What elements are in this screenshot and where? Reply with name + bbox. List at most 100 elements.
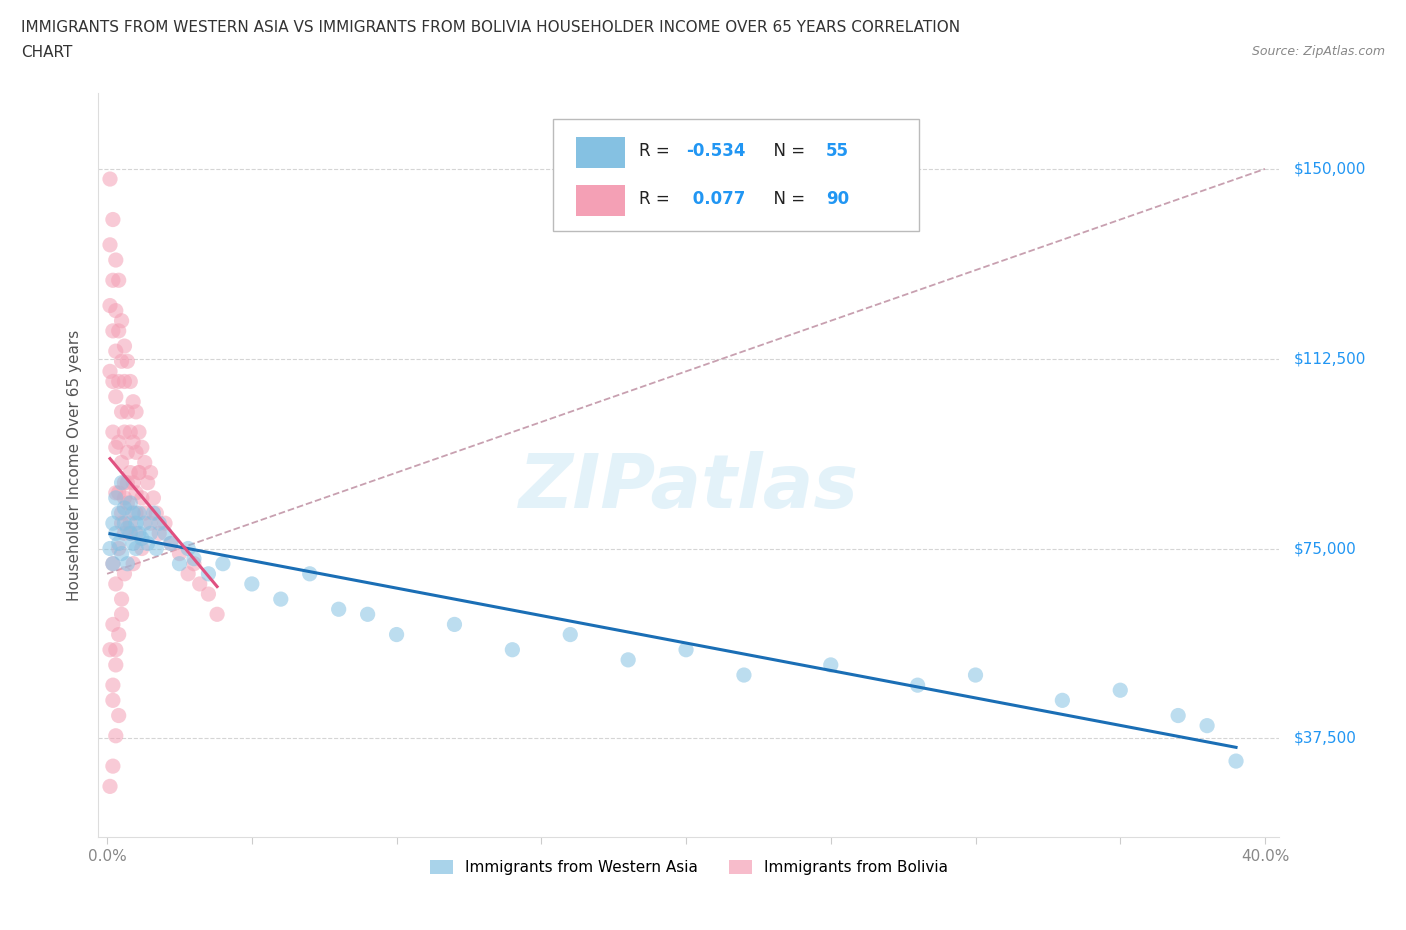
Point xyxy=(148,516,170,531)
Point xyxy=(675,643,697,658)
Point xyxy=(120,465,142,480)
Point xyxy=(136,475,159,490)
Point xyxy=(104,440,127,455)
Point xyxy=(120,425,142,440)
Point xyxy=(270,591,292,606)
Point xyxy=(385,627,408,642)
Point xyxy=(101,617,124,631)
Point xyxy=(197,566,219,581)
Point xyxy=(298,566,321,581)
Point xyxy=(98,364,121,379)
Point xyxy=(125,506,148,521)
Point xyxy=(101,272,124,287)
Point xyxy=(110,546,132,561)
Point xyxy=(501,643,523,658)
Point xyxy=(110,506,132,521)
Text: N =: N = xyxy=(763,142,811,160)
Point xyxy=(104,390,127,405)
Point xyxy=(107,435,129,450)
Point xyxy=(114,566,136,581)
Legend: Immigrants from Western Asia, Immigrants from Bolivia: Immigrants from Western Asia, Immigrants… xyxy=(425,854,953,882)
Point xyxy=(183,556,205,571)
Point xyxy=(1225,753,1247,768)
Point xyxy=(117,353,139,368)
Text: R =: R = xyxy=(640,142,675,160)
Point xyxy=(159,536,181,551)
Point xyxy=(110,313,132,328)
Point xyxy=(153,516,176,531)
Point xyxy=(142,506,165,521)
Point xyxy=(101,374,124,389)
Point xyxy=(177,541,200,556)
Point xyxy=(183,551,205,566)
Point xyxy=(134,506,156,521)
Point xyxy=(177,566,200,581)
Point xyxy=(114,374,136,389)
Point xyxy=(122,475,145,490)
Point xyxy=(128,525,150,540)
Point xyxy=(965,668,987,683)
Point xyxy=(128,465,150,480)
Point xyxy=(122,435,145,450)
Point xyxy=(356,607,378,622)
Point xyxy=(139,465,162,480)
Point xyxy=(131,531,153,546)
Text: $112,500: $112,500 xyxy=(1294,352,1365,366)
Point xyxy=(125,405,148,419)
Point xyxy=(114,475,136,490)
Text: 55: 55 xyxy=(825,142,849,160)
Point xyxy=(136,536,159,551)
Point xyxy=(145,541,167,556)
Point xyxy=(98,237,121,252)
Point xyxy=(120,374,142,389)
Point xyxy=(142,490,165,505)
Point xyxy=(110,475,132,490)
Point xyxy=(101,556,124,571)
Point xyxy=(125,445,148,459)
Point xyxy=(101,693,124,708)
Point xyxy=(104,577,127,591)
Point xyxy=(205,607,228,622)
Point xyxy=(98,299,121,313)
Point xyxy=(139,525,162,540)
Point xyxy=(120,516,142,531)
Point xyxy=(117,496,139,511)
Point xyxy=(110,607,132,622)
Point xyxy=(197,587,219,602)
Point xyxy=(617,653,640,668)
Point xyxy=(107,485,129,500)
Point xyxy=(104,643,127,658)
Text: 0.077: 0.077 xyxy=(686,190,745,208)
Y-axis label: Householder Income Over 65 years: Householder Income Over 65 years xyxy=(67,329,83,601)
Point xyxy=(240,577,263,591)
Point xyxy=(117,405,139,419)
Point xyxy=(733,668,755,683)
Point xyxy=(122,536,145,551)
Point xyxy=(131,490,153,505)
Text: Source: ZipAtlas.com: Source: ZipAtlas.com xyxy=(1251,45,1385,58)
Point xyxy=(107,374,129,389)
Point xyxy=(104,658,127,672)
Point xyxy=(104,344,127,359)
Point xyxy=(131,440,153,455)
Point xyxy=(101,425,124,440)
Point xyxy=(125,485,148,500)
Text: $37,500: $37,500 xyxy=(1294,731,1357,746)
Point xyxy=(117,521,139,536)
Point xyxy=(107,541,129,556)
Point xyxy=(159,536,181,551)
Point xyxy=(101,759,124,774)
Point xyxy=(125,525,148,540)
Point xyxy=(98,643,121,658)
Point xyxy=(169,556,191,571)
Point xyxy=(107,324,129,339)
Bar xyxy=(575,137,626,168)
Point xyxy=(1109,683,1132,698)
Point xyxy=(104,485,127,500)
Point xyxy=(101,678,124,693)
Point xyxy=(114,425,136,440)
Point xyxy=(114,500,136,515)
Point xyxy=(117,556,139,571)
Point xyxy=(110,591,132,606)
Point xyxy=(125,516,148,531)
